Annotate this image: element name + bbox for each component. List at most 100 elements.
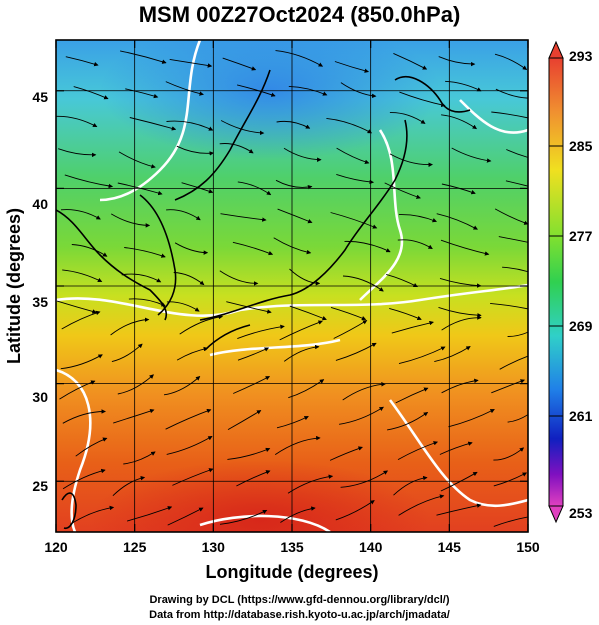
- wind-streamline: [507, 331, 528, 337]
- wind-streamline: [277, 208, 313, 224]
- wind-streamline: [237, 181, 272, 196]
- wind-streamline: [69, 505, 115, 525]
- wind-streamline: [219, 143, 254, 154]
- wind-streamline: [166, 209, 201, 221]
- colorbar-label: 277: [569, 228, 593, 244]
- wind-streamline: [174, 242, 209, 255]
- wind-streamline: [165, 408, 212, 430]
- wind-streamline: [438, 56, 476, 67]
- wind-streamline: [56, 300, 97, 314]
- wind-streamline: [124, 247, 166, 258]
- wind-streamline: [219, 270, 259, 286]
- wind-streamline: [393, 475, 428, 496]
- wind-streamline: [441, 315, 482, 331]
- wind-streamline: [61, 310, 101, 330]
- wind-streamline: [339, 406, 384, 425]
- wind-streamline: [399, 91, 446, 108]
- wind-streamline: [232, 241, 274, 256]
- credit-data: Data from http://database.rish.kyoto-u.a…: [149, 609, 450, 621]
- colorbar-lower-arrow: [548, 505, 564, 524]
- wind-streamline: [283, 344, 320, 362]
- wind-streamline: [226, 301, 272, 314]
- wind-streamline: [169, 58, 213, 68]
- wind-streamline: [438, 306, 482, 318]
- wind-streamline: [236, 470, 271, 487]
- contour-lines: [56, 40, 528, 532]
- wind-streamline: [493, 516, 528, 527]
- wind-streamline: [448, 409, 495, 428]
- wind-streamline: [56, 115, 98, 128]
- wind-streamline: [60, 354, 103, 370]
- wind-streamline: [62, 269, 103, 283]
- x-tick-label: 125: [123, 539, 147, 555]
- wind-streamline: [220, 213, 267, 222]
- x-tick-label: 140: [359, 539, 383, 555]
- wind-streamline: [441, 378, 479, 394]
- y-axis-title: Latitude (degrees): [4, 208, 24, 364]
- wind-streamlines: [56, 50, 528, 527]
- wind-streamline: [505, 180, 528, 187]
- wind-streamline: [498, 236, 528, 243]
- x-tick-label: 135: [280, 539, 304, 555]
- wind-streamline: [384, 182, 421, 199]
- wind-streamline: [439, 277, 482, 288]
- colorbar-label: 285: [569, 138, 593, 154]
- wind-streamline: [491, 379, 526, 394]
- wind-streamline: [342, 382, 386, 401]
- wind-streamline: [436, 503, 482, 516]
- wind-streamline: [279, 320, 323, 341]
- wind-streamline: [163, 376, 201, 396]
- y-tick-label: 25: [32, 478, 48, 494]
- wind-streamline: [220, 120, 265, 136]
- credit-drawing: Drawing by DCL (https://www.gfd-dennou.o…: [149, 594, 450, 606]
- wind-streamline: [126, 506, 173, 522]
- wind-streamline: [237, 347, 270, 361]
- colorbar-label: 261: [569, 408, 593, 424]
- wind-streamline: [336, 147, 370, 164]
- wind-streamline: [58, 148, 97, 158]
- wind-streamline: [71, 244, 108, 257]
- wind-streamline: [166, 301, 200, 312]
- wind-streamline: [398, 214, 437, 223]
- wind-streamline: [123, 451, 156, 465]
- colorbar: 293 285 277 269 261 253: [548, 40, 593, 524]
- wind-streamline: [166, 120, 214, 131]
- wind-streamline: [117, 374, 154, 395]
- wind-streamline: [499, 355, 528, 370]
- wind-streamline: [111, 343, 143, 363]
- x-axis-title: Longitude (degrees): [205, 562, 378, 582]
- wind-streamline: [222, 57, 257, 71]
- wind-streamline: [167, 507, 204, 526]
- wind-streamline: [62, 468, 106, 490]
- wind-streamline: [389, 307, 422, 321]
- wind-streamline: [276, 120, 311, 129]
- wind-streamline: [128, 298, 166, 307]
- axis-ticks: [55, 40, 529, 532]
- wind-streamline: [121, 273, 162, 283]
- wind-streamline: [60, 209, 101, 220]
- x-tick-label: 150: [516, 539, 540, 555]
- wind-streamline: [397, 441, 439, 460]
- wind-streamline: [62, 409, 106, 424]
- wind-streamline: [125, 88, 159, 99]
- wind-streamline: [219, 509, 268, 525]
- wind-streamline: [506, 149, 528, 158]
- wind-streamline: [434, 346, 471, 363]
- colorbar-label: 253: [569, 505, 593, 521]
- wind-streamline: [276, 416, 309, 429]
- wind-streamline: [73, 86, 109, 100]
- wind-streamline: [493, 447, 525, 461]
- wind-streamline: [118, 151, 156, 169]
- wind-streamline: [64, 174, 114, 189]
- wind-streamline: [59, 380, 96, 400]
- wind-streamline: [397, 239, 433, 249]
- colorbar-label: 293: [569, 48, 593, 64]
- wind-streamline: [330, 212, 378, 229]
- wind-streamline: [333, 320, 368, 339]
- wind-streamline: [110, 317, 150, 336]
- wind-streamline: [110, 213, 151, 228]
- colorbar-scale: [548, 57, 564, 507]
- wind-streamline: [490, 302, 528, 310]
- wind-streamline: [166, 436, 213, 455]
